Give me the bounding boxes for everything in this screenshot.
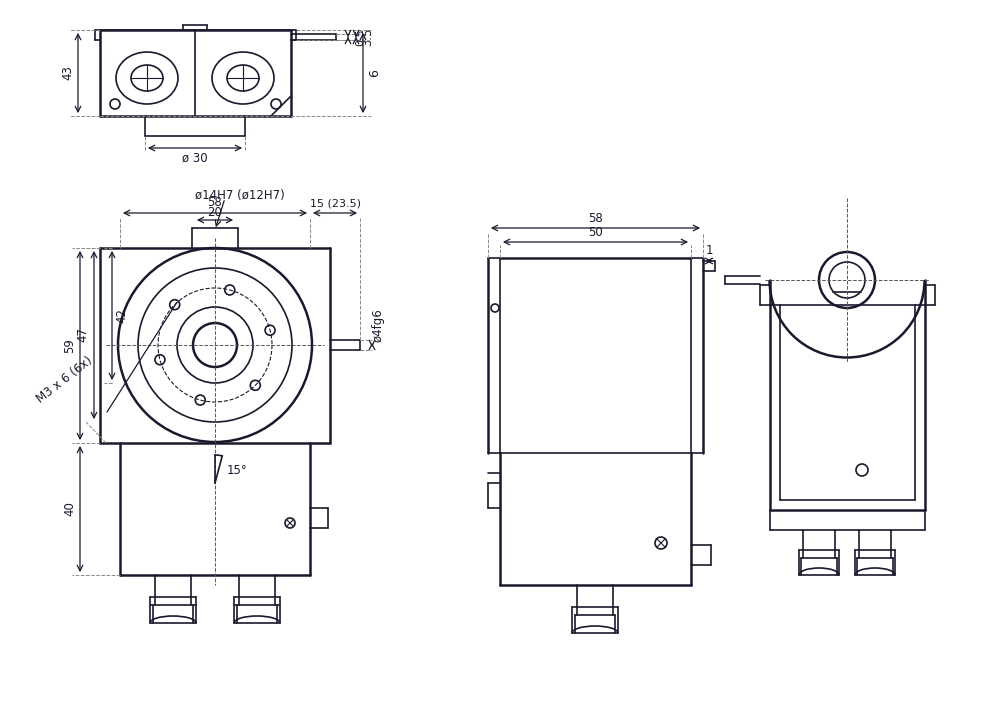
Text: 43: 43 (62, 66, 74, 81)
Text: 58: 58 (208, 197, 222, 210)
Text: ø14H7 (ø12H7): ø14H7 (ø12H7) (195, 190, 285, 203)
Text: 0.5: 0.5 (355, 28, 365, 46)
Text: ø 30: ø 30 (182, 151, 208, 164)
Text: 58: 58 (588, 211, 603, 224)
Text: 47: 47 (76, 327, 90, 342)
Text: 42: 42 (116, 308, 128, 323)
Text: 15°: 15° (227, 464, 247, 477)
Text: 40: 40 (64, 502, 76, 516)
Text: 59: 59 (64, 338, 76, 353)
Text: 20: 20 (208, 205, 222, 218)
Text: 1: 1 (705, 244, 713, 257)
Text: 6: 6 (368, 69, 382, 77)
Text: 15 (23.5): 15 (23.5) (310, 198, 360, 208)
Text: ø4fg6: ø4fg6 (372, 308, 384, 342)
Text: 3.5: 3.5 (362, 27, 374, 46)
Text: 50: 50 (588, 226, 603, 239)
Text: M3 x 6 (6x): M3 x 6 (6x) (35, 354, 95, 406)
